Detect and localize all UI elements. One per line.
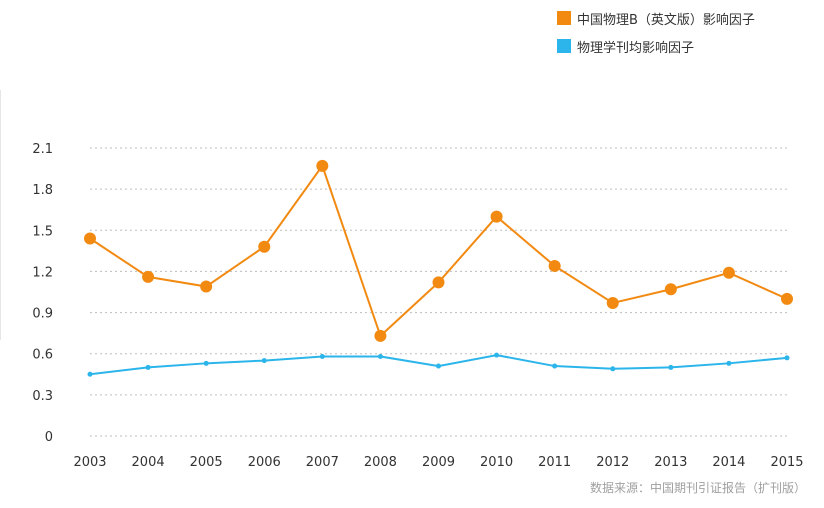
y-axis: 0 0.3 0.6 0.9 1.2 1.5 1.8 2.1 bbox=[32, 142, 53, 445]
x-tick-label: 2015 bbox=[770, 455, 803, 470]
data-point-series-1[interactable] bbox=[432, 276, 445, 289]
data-point-series-2[interactable] bbox=[436, 363, 441, 369]
data-point-series-2[interactable] bbox=[610, 366, 616, 372]
y-tick-label: 0.3 bbox=[32, 389, 53, 404]
data-point-series-2[interactable] bbox=[87, 371, 93, 377]
legend-item-series-1[interactable]: 中国物理B（英文版）影响因子 bbox=[557, 8, 755, 28]
data-point-series-2[interactable] bbox=[494, 352, 500, 358]
data-point-series-2[interactable] bbox=[261, 358, 267, 364]
data-point-series-2[interactable] bbox=[203, 360, 209, 366]
data-point-series-2[interactable] bbox=[552, 363, 558, 369]
x-tick-label: 2012 bbox=[596, 455, 629, 470]
data-point-series-2[interactable] bbox=[319, 353, 325, 359]
legend-label-series-2: 物理学刊均影响因子 bbox=[577, 40, 695, 56]
x-tick-label: 2014 bbox=[712, 455, 745, 470]
data-point-series-1[interactable] bbox=[142, 270, 155, 283]
data-point-series-2[interactable] bbox=[668, 364, 674, 370]
y-tick-label: 2.1 bbox=[32, 142, 53, 157]
y-tick-label: 1.2 bbox=[32, 265, 53, 280]
x-tick-label: 2008 bbox=[364, 455, 397, 470]
y-tick-label: 0.9 bbox=[32, 307, 53, 322]
data-point-series-1[interactable] bbox=[606, 296, 619, 309]
data-point-series-1[interactable] bbox=[316, 159, 329, 172]
y-tick-label: 0.6 bbox=[32, 348, 53, 363]
legend-swatch-series-2 bbox=[557, 39, 571, 53]
data-point-series-1[interactable] bbox=[548, 259, 561, 272]
series-line-1 bbox=[89, 163, 788, 338]
x-tick-label: 2010 bbox=[480, 455, 513, 470]
data-point-series-1[interactable] bbox=[84, 232, 96, 245]
grid-lines bbox=[90, 147, 787, 437]
data-point-series-1[interactable] bbox=[200, 280, 213, 293]
y-tick-label: 1.8 bbox=[32, 183, 53, 198]
source-note: 数据来源：中国期刊引证报告（扩刊版） bbox=[589, 481, 806, 495]
data-point-series-2[interactable] bbox=[784, 355, 790, 361]
data-point-series-1[interactable] bbox=[490, 210, 503, 223]
data-point-series-1[interactable] bbox=[374, 329, 387, 342]
x-tick-label: 2005 bbox=[190, 455, 223, 470]
x-tick-label: 2009 bbox=[422, 455, 455, 470]
y-tick-label: 0 bbox=[45, 430, 53, 445]
legend: 中国物理B（英文版）影响因子 物理学刊均影响因子 bbox=[557, 8, 755, 64]
data-point-series-2[interactable] bbox=[377, 353, 383, 359]
left-divider-line bbox=[0, 90, 1, 340]
x-tick-label: 2011 bbox=[538, 455, 571, 470]
legend-item-series-2[interactable]: 物理学刊均影响因子 bbox=[557, 36, 755, 56]
legend-swatch-series-1 bbox=[557, 11, 571, 25]
x-tick-label: 2006 bbox=[248, 455, 281, 470]
x-tick-label: 2003 bbox=[73, 455, 106, 470]
data-point-series-2[interactable] bbox=[145, 364, 151, 370]
data-point-series-1[interactable] bbox=[781, 292, 793, 305]
series-group bbox=[84, 159, 793, 377]
legend-label-series-1: 中国物理B（英文版）影响因子 bbox=[577, 12, 755, 28]
y-tick-label: 1.5 bbox=[32, 224, 53, 239]
x-axis: 2003 2004 2005 2006 2007 2008 2009 2010 2011 2012… bbox=[73, 455, 803, 470]
x-tick-label: 2004 bbox=[132, 455, 165, 470]
data-point-series-1[interactable] bbox=[722, 266, 735, 279]
data-point-series-2[interactable] bbox=[726, 360, 732, 366]
x-tick-label: 2007 bbox=[306, 455, 339, 470]
data-point-series-1[interactable] bbox=[258, 240, 271, 253]
x-tick-label: 2013 bbox=[654, 455, 687, 470]
data-point-series-1[interactable] bbox=[664, 283, 677, 296]
